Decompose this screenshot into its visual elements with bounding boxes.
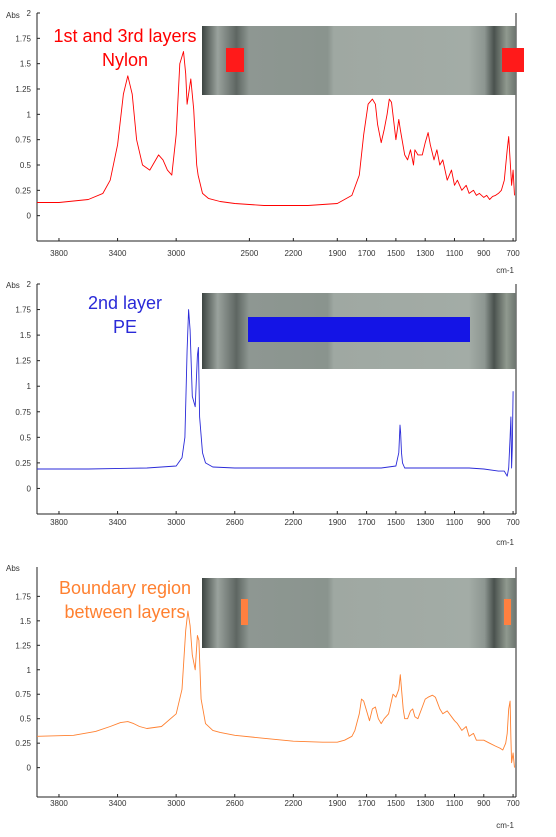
x-tick-label: 1500 — [387, 799, 405, 808]
y-tick-label: 0.75 — [15, 136, 31, 145]
y-tick-label: 1.75 — [15, 592, 31, 601]
x-tick-label: 1500 — [387, 249, 405, 258]
y-tick-label: 0.5 — [20, 161, 32, 170]
x-axis-label: cm-1 — [496, 266, 514, 275]
y-tick-label: 0.75 — [15, 690, 31, 699]
y-tick-label: 0.5 — [20, 715, 32, 724]
chart-title: Boundary region — [59, 578, 191, 598]
y-tick-label: 1 — [27, 666, 32, 675]
y-tick-label: 1.5 — [20, 617, 32, 626]
chart-panel-2: Abs 0 0.25 0.5 0.75 1 1.25 1.5 1.75 2 3800 3400 3000… — [6, 280, 520, 547]
y-tick-label: 0 — [27, 484, 32, 493]
y-tick-label: 1.75 — [15, 34, 31, 43]
x-tick-label: 3400 — [109, 518, 127, 527]
x-tick-label: 3000 — [167, 518, 185, 527]
x-tick-label: 1700 — [358, 799, 376, 808]
y-tick-label: 1.5 — [20, 331, 32, 340]
x-tick-label: 3400 — [109, 799, 127, 808]
x-tick-label: 1900 — [328, 799, 346, 808]
y-axis-label: Abs — [6, 564, 20, 573]
y-tick-label: 0.25 — [15, 459, 31, 468]
x-tick-label: 3400 — [109, 249, 127, 258]
x-tick-label: 2200 — [284, 518, 302, 527]
x-tick-label: 900 — [477, 799, 491, 808]
x-tick-label: 1100 — [446, 518, 464, 527]
y-tick-label: 0 — [27, 212, 32, 221]
x-tick-label: 3000 — [167, 249, 185, 258]
x-axis-label: cm-1 — [496, 821, 514, 830]
y-tick-label: 2 — [27, 9, 32, 18]
y-tick-label: 0.75 — [15, 408, 31, 417]
x-tick-label: 1100 — [446, 249, 464, 258]
y-tick-label: 1.25 — [15, 85, 31, 94]
microscope-photo — [202, 578, 516, 648]
x-tick-label: 700 — [506, 799, 520, 808]
y-tick-label: 1.25 — [15, 357, 31, 366]
chart-panel-3: Abs 0 0.25 0.5 0.75 1 1.25 1.5 1.75 3800 3400 3000 2… — [6, 564, 520, 830]
microscope-photo — [202, 26, 516, 95]
measurement-marker — [226, 48, 244, 72]
chart-title: PE — [113, 317, 137, 337]
y-tick-label: 1.75 — [15, 306, 31, 315]
x-tick-label: 900 — [477, 249, 491, 258]
y-tick-label: 1 — [27, 382, 32, 391]
microscope-image-pe — [202, 293, 516, 369]
x-tick-label: 3800 — [50, 249, 68, 258]
x-tick-label: 1300 — [416, 518, 434, 527]
x-tick-label: 900 — [477, 518, 491, 527]
microscope-image-boundary — [202, 578, 516, 648]
x-tick-label: 2200 — [284, 799, 302, 808]
spectrum-line — [36, 610, 515, 768]
x-tick-label: 2200 — [284, 249, 302, 258]
chart-title: Nylon — [102, 50, 148, 70]
measurement-marker — [241, 599, 248, 625]
x-tick-label: 700 — [506, 249, 520, 258]
chart-title: 2nd layer — [88, 293, 162, 313]
x-tick-label: 700 — [506, 518, 520, 527]
y-tick-label: 0.25 — [15, 739, 31, 748]
microscope-image-nylon — [202, 26, 524, 95]
y-tick-label: 1 — [27, 110, 32, 119]
chart-title: 1st and 3rd layers — [53, 26, 196, 46]
x-tick-label: 3000 — [167, 799, 185, 808]
x-tick-label: 3800 — [50, 518, 68, 527]
x-tick-label: 2600 — [226, 518, 244, 527]
y-tick-label: 1.25 — [15, 641, 31, 650]
spectrum-line — [37, 51, 515, 206]
measurement-marker — [502, 48, 524, 72]
x-tick-label: 1900 — [328, 518, 346, 527]
chart-title: between layers — [64, 602, 185, 622]
x-tick-label: 3800 — [50, 799, 68, 808]
x-tick-label: 1300 — [416, 799, 434, 808]
y-tick-label: 2 — [27, 280, 32, 289]
x-tick-label: 1300 — [416, 249, 434, 258]
y-axis-label: Abs — [6, 281, 20, 290]
x-axis-label: cm-1 — [496, 538, 514, 547]
x-tick-label: 1900 — [328, 249, 346, 258]
y-axis-label: Abs — [6, 11, 20, 20]
chart-panel-1: Abs 0 0.25 0.5 0.75 1 1.25 1.5 1.75 2 3800 3400 3000… — [6, 9, 524, 275]
y-tick-label: 0 — [27, 764, 32, 773]
x-tick-label: 2500 — [241, 249, 259, 258]
measurement-marker — [504, 599, 511, 625]
measurement-marker — [248, 317, 470, 342]
y-tick-label: 1.5 — [20, 60, 32, 69]
x-tick-label: 1700 — [358, 249, 376, 258]
x-tick-label: 2600 — [226, 799, 244, 808]
x-tick-label: 1500 — [387, 518, 405, 527]
y-tick-label: 0.5 — [20, 433, 32, 442]
x-tick-label: 1100 — [446, 799, 464, 808]
y-tick-label: 0.25 — [15, 186, 31, 195]
x-tick-label: 1700 — [358, 518, 376, 527]
spectrum-line — [37, 309, 514, 477]
